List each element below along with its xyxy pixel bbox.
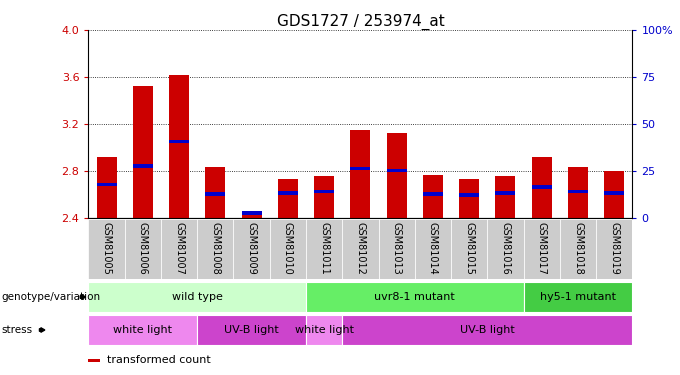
Text: hy5-1 mutant: hy5-1 mutant — [540, 292, 616, 302]
Bar — [342, 219, 379, 279]
Text: GSM81013: GSM81013 — [392, 222, 402, 275]
Text: transformed count: transformed count — [107, 356, 211, 365]
Bar — [496, 177, 515, 218]
Bar — [306, 282, 524, 312]
Bar — [88, 219, 124, 279]
Bar — [314, 177, 334, 218]
Bar — [306, 219, 342, 279]
Bar — [524, 282, 632, 312]
Bar — [233, 219, 270, 279]
Bar — [88, 315, 197, 345]
Bar — [387, 169, 407, 172]
Bar — [314, 190, 334, 194]
Bar — [459, 194, 479, 197]
Text: GSM81005: GSM81005 — [101, 222, 112, 275]
Text: genotype/variation: genotype/variation — [1, 292, 101, 302]
Text: GSM81006: GSM81006 — [138, 222, 148, 275]
Text: UV-B light: UV-B light — [460, 325, 515, 335]
Text: GSM81008: GSM81008 — [210, 222, 220, 275]
Bar — [133, 164, 153, 168]
Text: wild type: wild type — [172, 292, 222, 302]
Bar — [605, 171, 624, 217]
Bar — [278, 179, 298, 218]
Bar — [124, 219, 161, 279]
Bar — [133, 86, 153, 218]
Bar — [97, 157, 116, 218]
Bar — [88, 282, 306, 312]
Bar — [596, 219, 632, 279]
Bar — [270, 219, 306, 279]
Text: uvr8-1 mutant: uvr8-1 mutant — [375, 292, 455, 302]
Bar — [524, 219, 560, 279]
Text: GSM81011: GSM81011 — [319, 222, 329, 275]
Bar — [169, 140, 189, 143]
Text: GSM81014: GSM81014 — [428, 222, 438, 275]
Title: GDS1727 / 253974_at: GDS1727 / 253974_at — [277, 14, 444, 30]
Text: GSM81009: GSM81009 — [247, 222, 256, 275]
Text: GSM81018: GSM81018 — [573, 222, 583, 275]
Bar — [306, 315, 342, 345]
Bar — [451, 219, 488, 279]
Bar — [423, 176, 443, 217]
Text: GSM81015: GSM81015 — [464, 222, 474, 275]
Text: GSM81010: GSM81010 — [283, 222, 293, 275]
Text: stress: stress — [1, 325, 33, 335]
Bar — [97, 183, 116, 186]
Text: GSM81012: GSM81012 — [356, 222, 365, 275]
Bar — [415, 219, 451, 279]
Bar — [342, 315, 632, 345]
Bar — [496, 191, 515, 195]
Bar — [205, 192, 225, 196]
Bar — [350, 166, 371, 170]
Bar — [205, 167, 225, 217]
Bar — [459, 179, 479, 218]
Bar — [241, 213, 262, 217]
Bar — [241, 211, 262, 214]
Bar — [379, 219, 415, 279]
Bar — [387, 133, 407, 218]
Bar — [197, 219, 233, 279]
Text: GSM81019: GSM81019 — [609, 222, 619, 275]
Bar — [350, 130, 371, 218]
Bar — [568, 167, 588, 217]
Text: UV-B light: UV-B light — [224, 325, 279, 335]
Bar — [278, 191, 298, 195]
Bar — [560, 219, 596, 279]
Bar — [169, 75, 189, 217]
Bar — [568, 190, 588, 194]
Text: GSM81007: GSM81007 — [174, 222, 184, 275]
Bar — [161, 219, 197, 279]
Text: white light: white light — [294, 325, 354, 335]
Text: GSM81017: GSM81017 — [537, 222, 547, 275]
Text: white light: white light — [114, 325, 172, 335]
Bar — [605, 191, 624, 195]
Bar — [532, 185, 551, 189]
Text: GSM81016: GSM81016 — [500, 222, 511, 275]
Bar — [197, 315, 306, 345]
Bar — [88, 358, 101, 362]
Bar — [488, 219, 524, 279]
Bar — [532, 157, 551, 218]
Bar — [423, 192, 443, 196]
